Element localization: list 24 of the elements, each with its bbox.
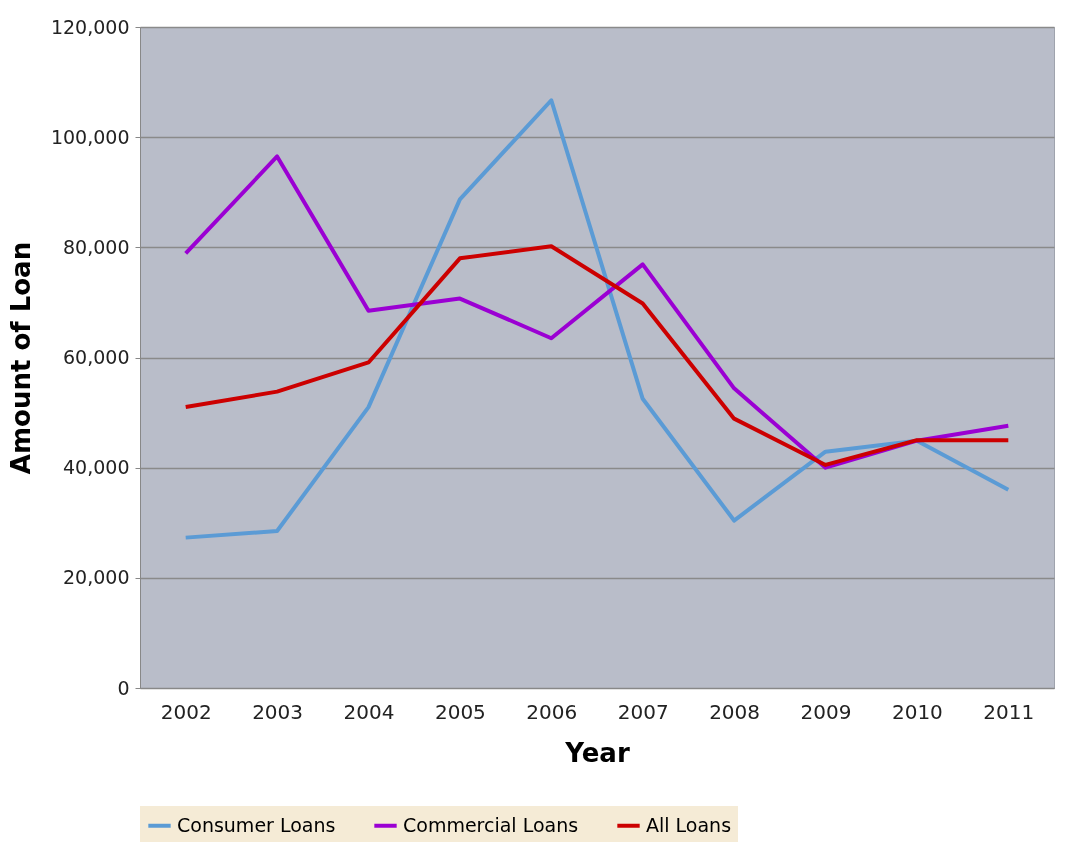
legend-label: All Loans xyxy=(646,813,732,836)
y-axis-title: Amount of Loan xyxy=(5,241,36,475)
x-tick-label: 2008 xyxy=(709,699,761,724)
x-axis-title: Year xyxy=(564,737,630,768)
x-tick-label: 2004 xyxy=(343,699,395,724)
x-tick-label: 2002 xyxy=(160,699,212,724)
y-tick-label: 80,000 xyxy=(63,235,130,258)
x-tick-label: 2006 xyxy=(526,699,578,724)
line-series xyxy=(183,98,1011,540)
x-tick-label: 2011 xyxy=(983,699,1035,724)
x-tick-label: 2003 xyxy=(252,699,304,724)
x-tick-label: 2009 xyxy=(800,699,852,724)
y-tick-label: 40,000 xyxy=(63,456,130,479)
y-tick-label: 120,000 xyxy=(50,15,130,38)
x-tick-label: 2005 xyxy=(434,699,486,724)
y-tick-label: 60,000 xyxy=(63,346,130,368)
legend-label: Consumer Loans xyxy=(177,813,336,836)
y-tick-label: 0 xyxy=(117,676,130,699)
legend-label: Commercial Loans xyxy=(403,813,579,836)
x-tick-label: 2007 xyxy=(617,699,669,724)
y-tick-label: 20,000 xyxy=(63,566,130,589)
line-series xyxy=(183,244,1011,467)
x-tick-label: 2010 xyxy=(891,699,943,724)
y-tick-label: 100,000 xyxy=(50,125,130,148)
